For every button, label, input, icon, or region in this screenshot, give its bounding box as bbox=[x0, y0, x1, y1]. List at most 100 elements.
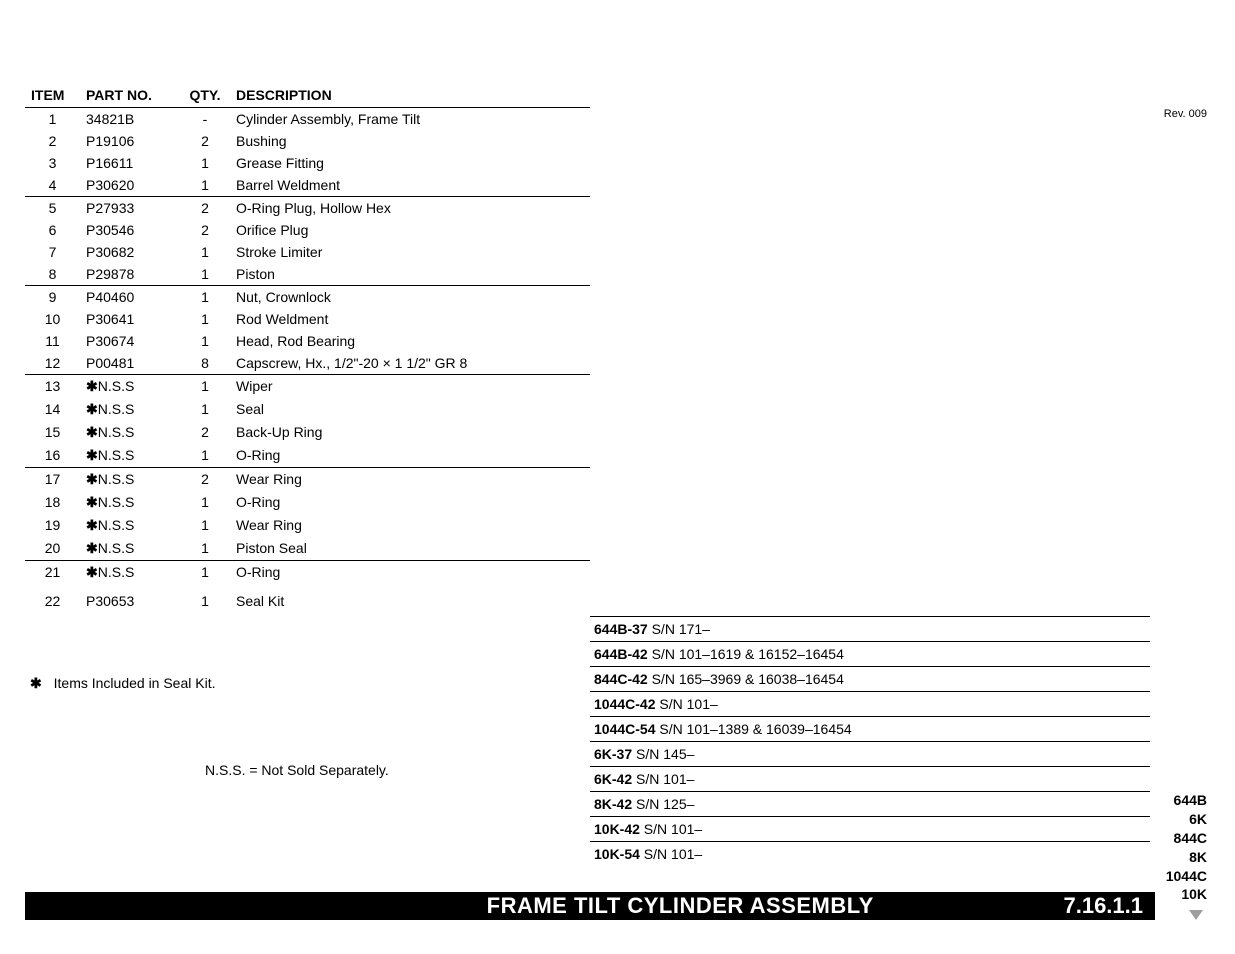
table-header-row: ITEM PART NO. QTY. DESCRIPTION bbox=[25, 85, 590, 108]
serial-row: 644B-37 S/N 171– bbox=[590, 616, 1150, 641]
cell-part: P40460 bbox=[80, 286, 180, 309]
cell-qty: 2 bbox=[180, 130, 230, 152]
cell-part: ✱N.S.S bbox=[80, 398, 180, 421]
cell-item: 7 bbox=[25, 241, 80, 263]
cell-part: ✱N.S.S bbox=[80, 444, 180, 468]
cell-item: 17 bbox=[25, 468, 80, 492]
serial-row: 8K-42 S/N 125– bbox=[590, 791, 1150, 816]
dropdown-icon bbox=[1189, 910, 1203, 920]
table-row: 7P306821Stroke Limiter bbox=[25, 241, 590, 263]
cell-desc: Seal bbox=[230, 398, 590, 421]
table-row: 11P306741Head, Rod Bearing bbox=[25, 330, 590, 352]
cell-qty: 1 bbox=[180, 561, 230, 585]
serial-model: 6K-42 bbox=[594, 771, 632, 787]
cell-part: P30653 bbox=[80, 590, 180, 612]
cell-part: ✱N.S.S bbox=[80, 561, 180, 585]
cell-qty: 1 bbox=[180, 152, 230, 174]
table-row: 19✱N.S.S1Wear Ring bbox=[25, 514, 590, 537]
cell-desc: Stroke Limiter bbox=[230, 241, 590, 263]
cell-desc: Back-Up Ring bbox=[230, 421, 590, 444]
cell-desc: Seal Kit bbox=[230, 590, 590, 612]
serial-model: 6K-37 bbox=[594, 746, 632, 762]
model-label: 844C bbox=[1166, 829, 1207, 848]
cell-part: ✱N.S.S bbox=[80, 421, 180, 444]
serial-range: S/N 165–3969 & 16038–16454 bbox=[648, 671, 844, 687]
cell-desc: Piston bbox=[230, 263, 590, 286]
serial-range: S/N 171– bbox=[648, 621, 710, 637]
cell-desc: Barrel Weldment bbox=[230, 174, 590, 197]
cell-item: 15 bbox=[25, 421, 80, 444]
cell-desc: Capscrew, Hx., 1/2"-20 × 1 1/2" GR 8 bbox=[230, 352, 590, 375]
col-qty: QTY. bbox=[180, 85, 230, 108]
cell-item: 19 bbox=[25, 514, 80, 537]
model-label: 644B bbox=[1166, 791, 1207, 810]
cell-desc: Wear Ring bbox=[230, 468, 590, 492]
serial-range: S/N 101– bbox=[632, 771, 694, 787]
table-row: 8P298781Piston bbox=[25, 263, 590, 286]
cell-item: 13 bbox=[25, 375, 80, 399]
cell-part: ✱N.S.S bbox=[80, 468, 180, 492]
cell-item: 20 bbox=[25, 537, 80, 561]
table-row: 13✱N.S.S1Wiper bbox=[25, 375, 590, 399]
table-row: 4P306201Barrel Weldment bbox=[25, 174, 590, 197]
serial-model: 644B-37 bbox=[594, 621, 648, 637]
cell-part: P19106 bbox=[80, 130, 180, 152]
asterisk-icon: ✱ bbox=[86, 378, 98, 394]
table-row: 3P166111Grease Fitting bbox=[25, 152, 590, 174]
serial-row: 6K-37 S/N 145– bbox=[590, 741, 1150, 766]
cell-qty: 1 bbox=[180, 514, 230, 537]
cell-qty: 1 bbox=[180, 398, 230, 421]
table-row: 6P305462Orifice Plug bbox=[25, 219, 590, 241]
table-row: 14✱N.S.S1Seal bbox=[25, 398, 590, 421]
model-label: 8K bbox=[1166, 848, 1207, 867]
cell-part: P30641 bbox=[80, 308, 180, 330]
cell-item: 5 bbox=[25, 197, 80, 220]
serial-model: 844C-42 bbox=[594, 671, 648, 687]
serial-row: 844C-42 S/N 165–3969 & 16038–16454 bbox=[590, 666, 1150, 691]
cell-item: 10 bbox=[25, 308, 80, 330]
table-row: 18✱N.S.S1O-Ring bbox=[25, 491, 590, 514]
nss-note: N.S.S. = Not Sold Separately. bbox=[205, 762, 389, 778]
cell-qty: 1 bbox=[180, 444, 230, 468]
serial-range: S/N 101– bbox=[640, 846, 702, 862]
table-row: 12P004818Capscrew, Hx., 1/2"-20 × 1 1/2"… bbox=[25, 352, 590, 375]
table-row: 134821B-Cylinder Assembly, Frame Tilt bbox=[25, 108, 590, 131]
serial-model: 1044C-54 bbox=[594, 721, 656, 737]
cell-desc: O-Ring bbox=[230, 491, 590, 514]
table-row: 15✱N.S.S2Back-Up Ring bbox=[25, 421, 590, 444]
serial-number-list: 644B-37 S/N 171–644B-42 S/N 101–1619 & 1… bbox=[590, 616, 1150, 866]
table-row: 2P191062Bushing bbox=[25, 130, 590, 152]
model-label: 1044C bbox=[1166, 867, 1207, 886]
cell-part: ✱N.S.S bbox=[80, 375, 180, 399]
cell-qty: 8 bbox=[180, 352, 230, 375]
table-row: 22P306531Seal Kit bbox=[25, 590, 590, 612]
cell-desc: O-Ring Plug, Hollow Hex bbox=[230, 197, 590, 220]
cell-item: 6 bbox=[25, 219, 80, 241]
asterisk-icon: ✱ bbox=[86, 494, 98, 510]
serial-row: 10K-54 S/N 101– bbox=[590, 841, 1150, 866]
cell-qty: 1 bbox=[180, 330, 230, 352]
table-row: 9P404601Nut, Crownlock bbox=[25, 286, 590, 309]
cell-item: 22 bbox=[25, 590, 80, 612]
asterisk-icon: ✱ bbox=[86, 447, 98, 463]
serial-range: S/N 101–1389 & 16039–16454 bbox=[656, 721, 852, 737]
col-item: ITEM bbox=[25, 85, 80, 108]
cell-desc: Grease Fitting bbox=[230, 152, 590, 174]
asterisk-icon: ✱ bbox=[86, 517, 98, 533]
cell-part: ✱N.S.S bbox=[80, 537, 180, 561]
cell-item: 18 bbox=[25, 491, 80, 514]
col-part: PART NO. bbox=[80, 85, 180, 108]
serial-row: 10K-42 S/N 101– bbox=[590, 816, 1150, 841]
serial-row: 6K-42 S/N 101– bbox=[590, 766, 1150, 791]
section-number: 7.16.1.1 bbox=[1063, 893, 1143, 919]
cell-desc: Wear Ring bbox=[230, 514, 590, 537]
cell-item: 21 bbox=[25, 561, 80, 585]
table-row: 10P306411Rod Weldment bbox=[25, 308, 590, 330]
cell-qty: 1 bbox=[180, 537, 230, 561]
serial-model: 8K-42 bbox=[594, 796, 632, 812]
table-row: 16✱N.S.S1O-Ring bbox=[25, 444, 590, 468]
cell-item: 2 bbox=[25, 130, 80, 152]
cell-qty: - bbox=[180, 108, 230, 131]
cell-qty: 1 bbox=[180, 491, 230, 514]
cell-qty: 2 bbox=[180, 421, 230, 444]
